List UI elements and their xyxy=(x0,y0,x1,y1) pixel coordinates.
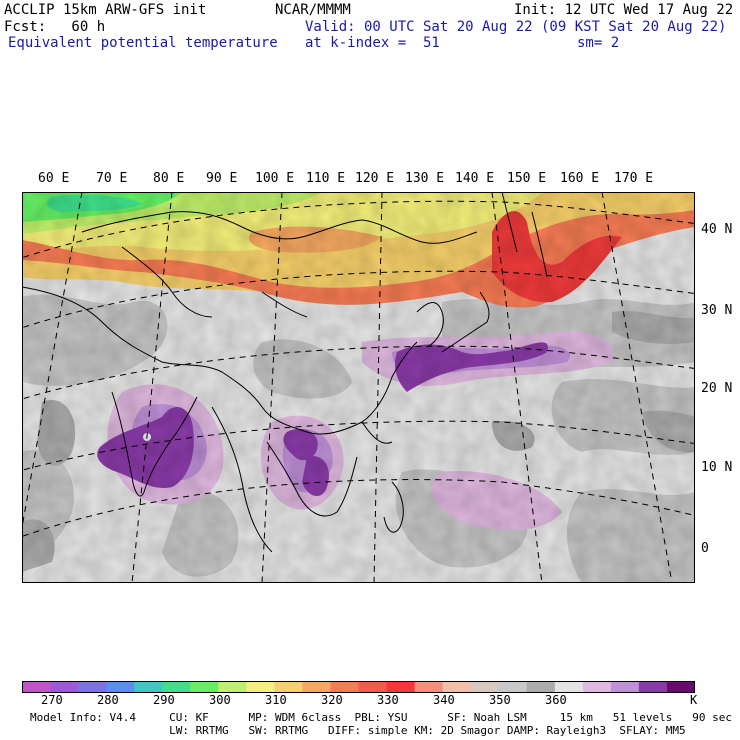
lat-label: 10 N xyxy=(701,460,733,475)
colorbar-swatch xyxy=(554,681,584,693)
model-info-line2: LW: RRTMG SW: RRTMG DIFF: simple KM: 2D … xyxy=(30,724,686,737)
lat-label: 40 N xyxy=(701,222,733,237)
colorbar-swatch xyxy=(414,681,444,693)
colorbar-tick-label: 350 xyxy=(489,693,511,707)
title-model: ACCLIP 15km ARW-GFS init xyxy=(4,2,207,18)
colorbar-swatch xyxy=(442,681,472,693)
colorbar-tick-label: 270 xyxy=(41,693,63,707)
map-frame xyxy=(22,192,695,583)
colorbar xyxy=(22,681,695,693)
colorbar-swatch xyxy=(162,681,191,693)
colorbar-swatch xyxy=(638,681,668,693)
forecast-hour: Fcst: 60 h xyxy=(4,19,106,35)
colorbar-swatch xyxy=(22,681,51,693)
colorbar-unit: K xyxy=(690,693,698,707)
lon-label: 70 E xyxy=(96,171,128,186)
field-name: Equivalent potential temperature xyxy=(8,35,278,51)
smoothing: sm= 2 xyxy=(577,35,620,51)
colorbar-tick-label: 330 xyxy=(377,693,399,707)
colorbar-tick-label: 280 xyxy=(97,693,119,707)
colorbar-tick-label: 360 xyxy=(545,693,567,707)
lon-label: 130 E xyxy=(405,171,445,186)
lon-label: 60 E xyxy=(38,171,70,186)
colorbar-swatch xyxy=(358,681,388,693)
graticule xyxy=(22,192,695,583)
colorbar-swatch xyxy=(246,681,275,693)
colorbar-swatch xyxy=(582,681,612,693)
colorbar-swatch xyxy=(386,681,416,693)
colorbar-swatch xyxy=(302,681,331,693)
colorbar-swatch xyxy=(274,681,303,693)
model-info-line1: Model Info: V4.4 CU: KF MP: WDM 6class P… xyxy=(30,711,732,724)
lat-label: 30 N xyxy=(701,303,733,318)
lon-label: 80 E xyxy=(153,171,185,186)
colorbar-swatch xyxy=(50,681,79,693)
lon-label: 100 E xyxy=(255,171,295,186)
colorbar-tick-label: 340 xyxy=(433,693,455,707)
colorbar-swatch xyxy=(134,681,163,693)
equivalent-potential-temperature-map xyxy=(22,192,695,583)
colorbar-swatch xyxy=(78,681,107,693)
lon-label: 120 E xyxy=(355,171,395,186)
lat-label: 0 xyxy=(701,541,709,556)
colorbar-swatch xyxy=(526,681,556,693)
colorbar-swatch xyxy=(330,681,359,693)
field-texture xyxy=(22,192,695,583)
lon-label: 90 E xyxy=(206,171,238,186)
colorbar-swatch xyxy=(610,681,640,693)
colorbar-swatch xyxy=(666,681,695,693)
valid-time: Valid: 00 UTC Sat 20 Aug 22 (09 KST Sat … xyxy=(305,19,727,35)
lat-label: 20 N xyxy=(701,381,733,396)
colorbar-swatch xyxy=(106,681,135,693)
colorbar-swatch xyxy=(498,681,528,693)
coastlines-and-borders xyxy=(22,192,548,553)
lon-label: 110 E xyxy=(306,171,346,186)
init-time: Init: 12 UTC Wed 17 Aug 22 xyxy=(514,2,734,18)
colorbar-swatch xyxy=(470,681,500,693)
colorbar-swatch xyxy=(190,681,219,693)
colorbar-frame xyxy=(22,681,695,693)
colorbar-tick-label: 310 xyxy=(265,693,287,707)
lon-label: 150 E xyxy=(507,171,547,186)
colorbar-swatch xyxy=(218,681,247,693)
lon-label: 170 E xyxy=(614,171,654,186)
colorbar-tick-label: 290 xyxy=(153,693,175,707)
colorbar-tick-label: 300 xyxy=(209,693,231,707)
colorbar-tick-label: 320 xyxy=(321,693,343,707)
k-index: at k-index = 51 xyxy=(305,35,440,51)
lon-label: 160 E xyxy=(560,171,600,186)
title-center: NCAR/MMMM xyxy=(275,2,351,18)
lon-label: 140 E xyxy=(455,171,495,186)
